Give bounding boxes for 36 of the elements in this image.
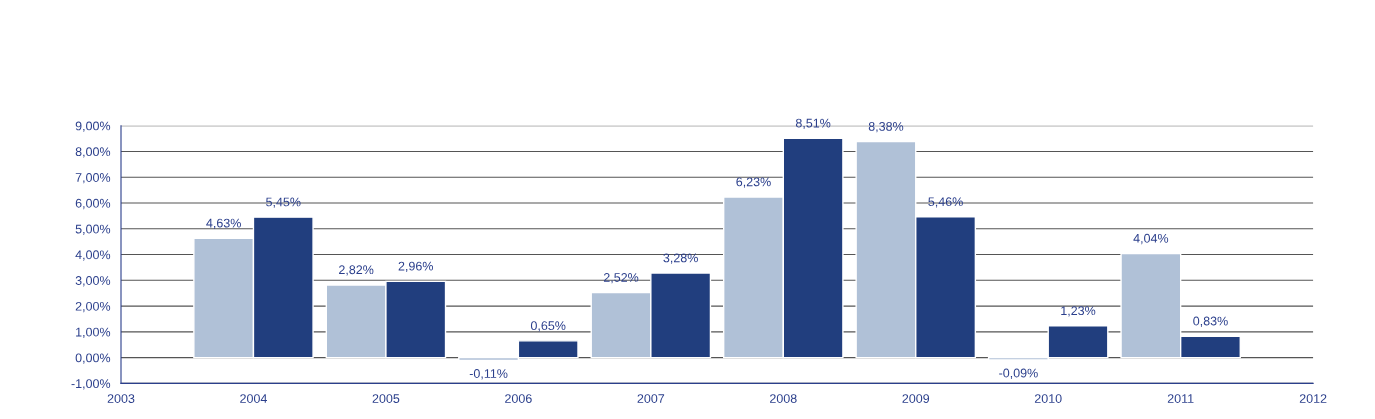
data-label: 8,51% <box>795 118 831 129</box>
x-tick-label: 2005 <box>372 394 400 403</box>
data-label: 1,23% <box>1061 306 1096 317</box>
y-tick-label: 7,00% <box>75 173 111 184</box>
x-tick-label: 2010 <box>1034 394 1062 403</box>
x-tick-label: 2011 <box>1167 394 1194 403</box>
x-tick-label: 2012 <box>1299 394 1327 403</box>
data-label: -0,09% <box>999 368 1038 379</box>
x-tick-label: 2006 <box>505 394 532 403</box>
y-tick-label: 5,00% <box>75 224 111 235</box>
data-label: 5,46% <box>928 197 963 208</box>
y-tick-label: 8,00% <box>75 147 111 158</box>
x-tick-label: 2009 <box>902 394 930 403</box>
data-label: 4,04% <box>1133 233 1169 245</box>
data-label: 2,82% <box>339 265 374 276</box>
data-label: 0,83% <box>1193 316 1228 327</box>
y-tick-label: 6,00% <box>75 198 111 210</box>
y-tick-label: 9,00% <box>75 121 111 132</box>
x-tick-label: 2008 <box>770 394 797 403</box>
y-tick-label: 0,00% <box>75 353 111 364</box>
x-tick-label: 2003 <box>107 394 135 403</box>
data-label: 2,96% <box>398 261 433 273</box>
data-label: 3,28% <box>663 253 698 264</box>
x-tick-label: 2007 <box>637 394 665 403</box>
data-label: 6,23% <box>736 177 771 188</box>
data-label: 8,38% <box>868 122 904 133</box>
y-tick-label: 1,00% <box>76 327 111 338</box>
y-tick-label: 2,00% <box>75 301 111 313</box>
y-tick-label: 3,00% <box>75 276 111 287</box>
x-tick-label: 2004 <box>240 394 267 403</box>
data-label: 0,65% <box>530 321 566 332</box>
data-label: 5,45% <box>266 197 301 208</box>
y-tick-label: -1,00% <box>71 379 111 390</box>
data-label: -0,11% <box>469 369 508 380</box>
data-label: 4,63% <box>206 218 241 229</box>
y-tick-label: 4,00% <box>75 250 111 261</box>
